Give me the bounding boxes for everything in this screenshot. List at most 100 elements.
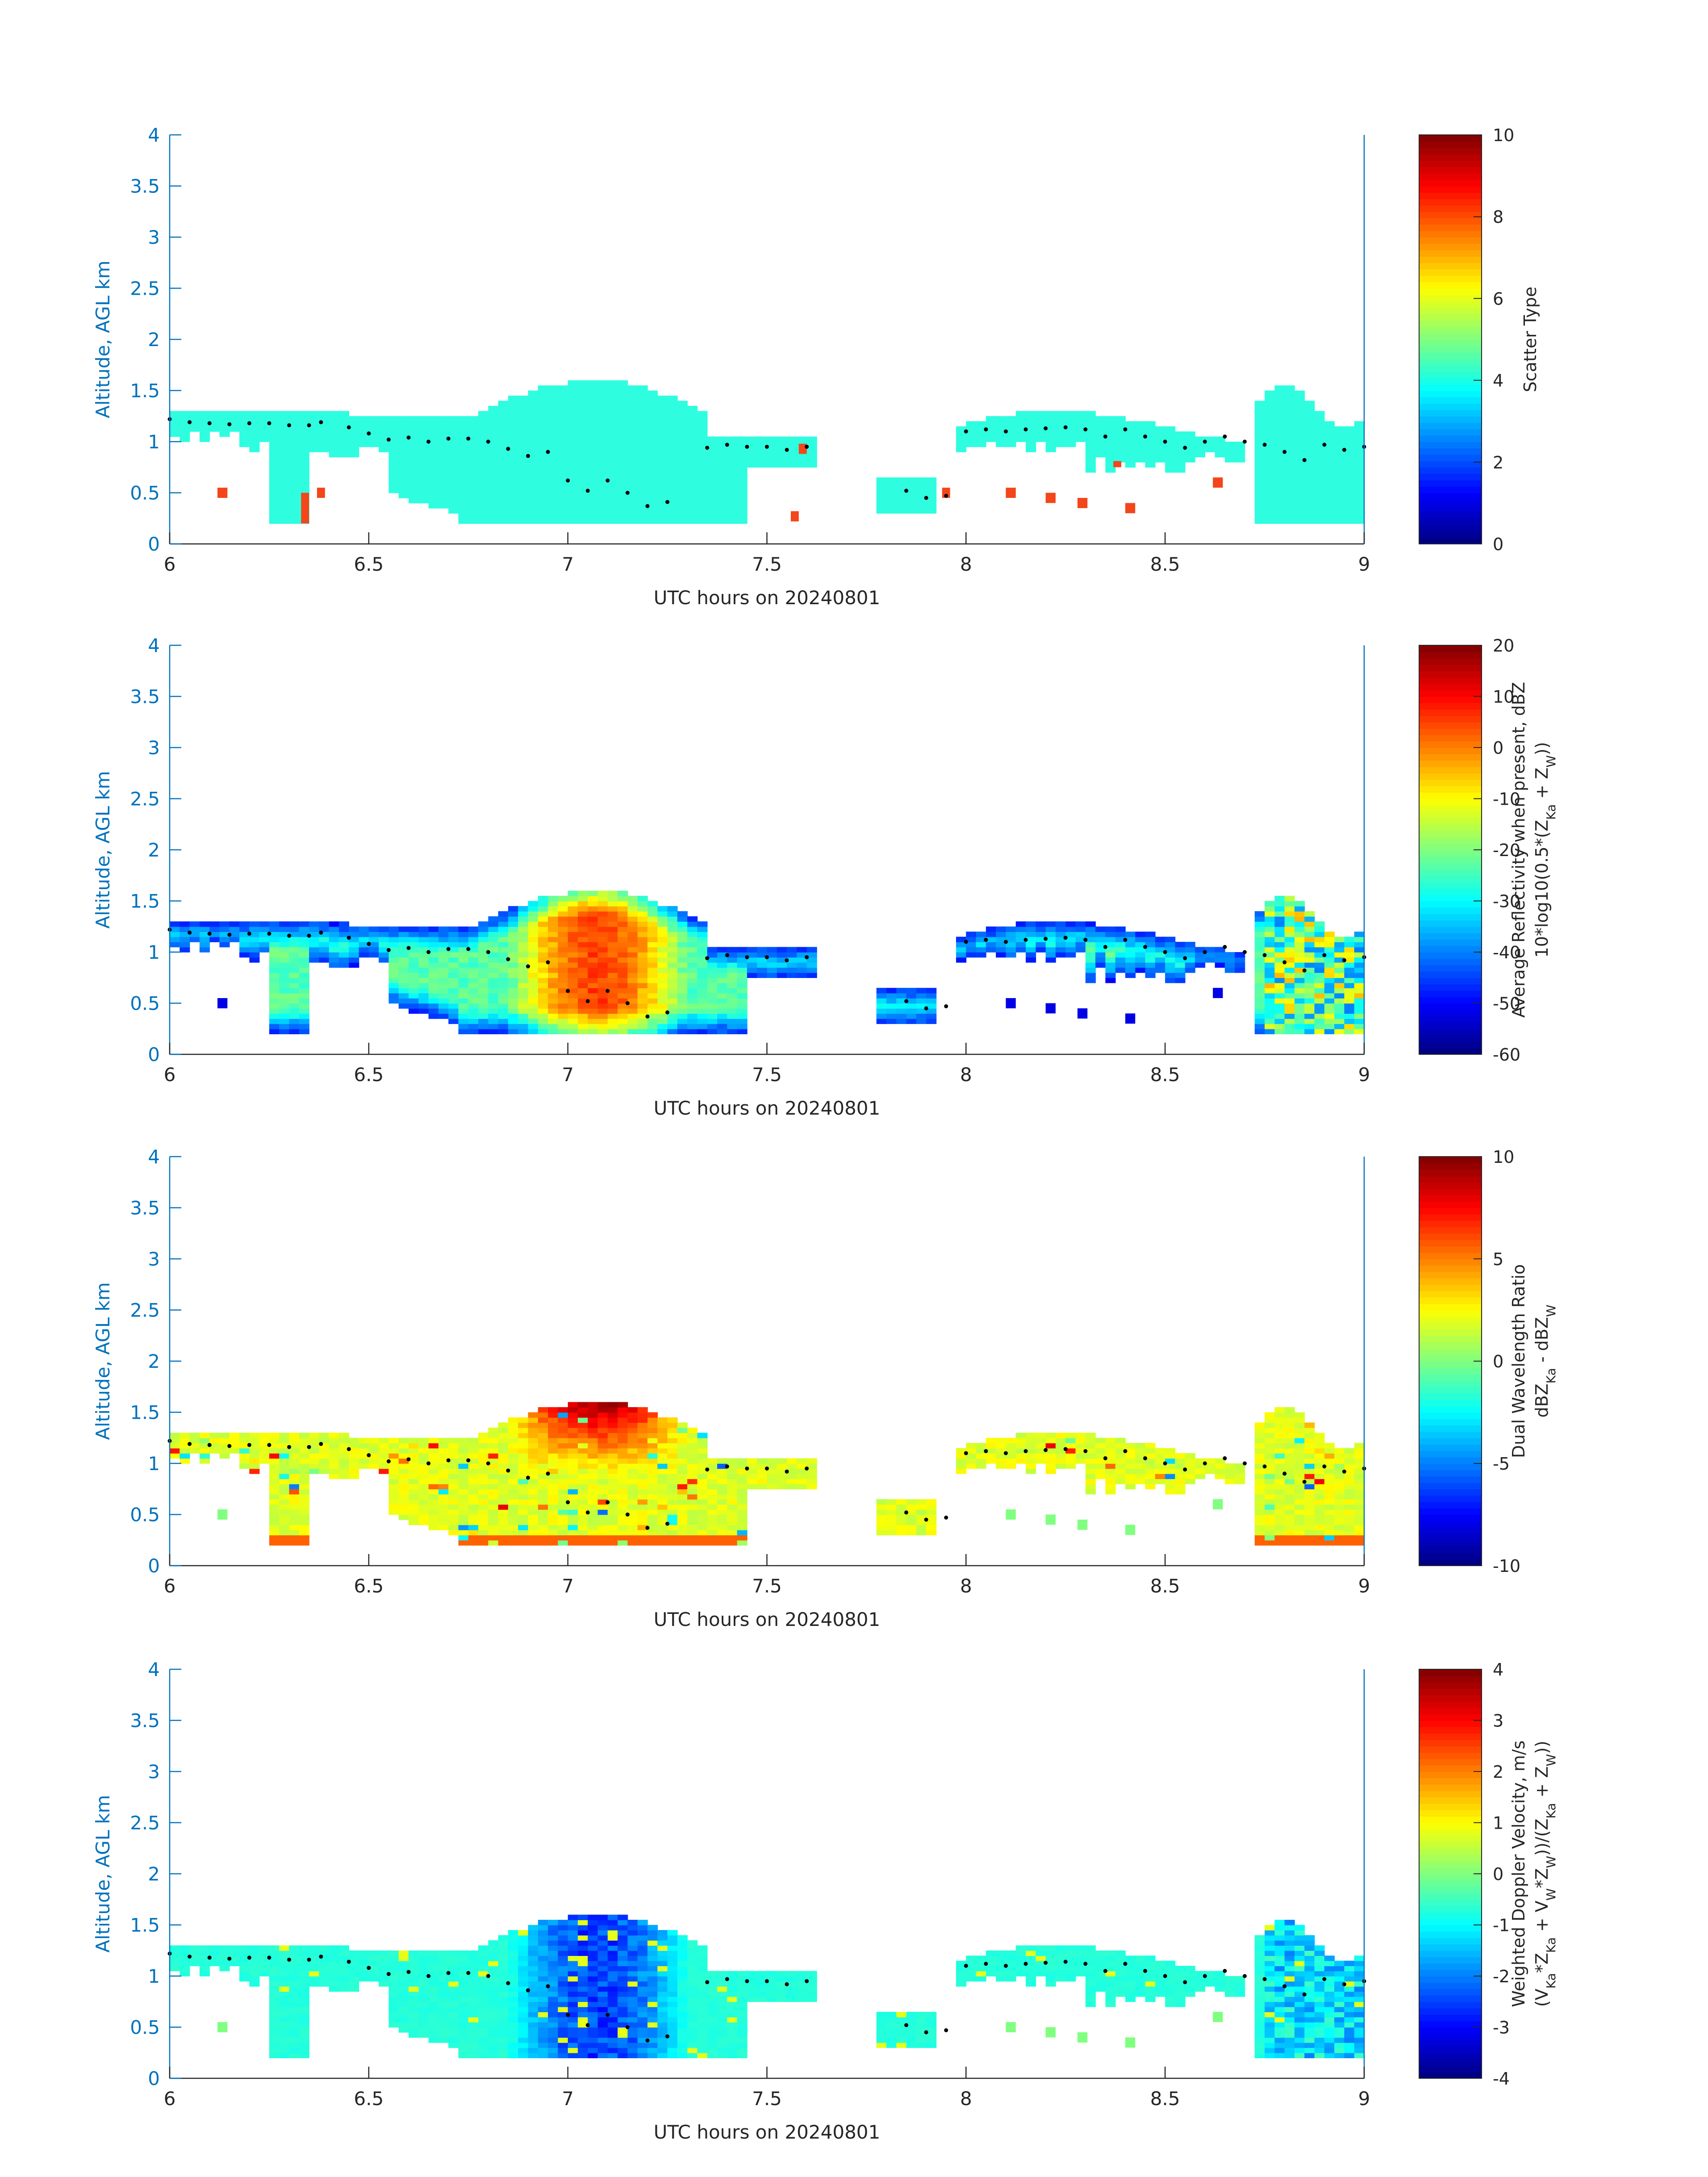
heatmap-cell (488, 1003, 499, 1009)
heatmap-cell (1045, 416, 1056, 422)
heatmap-cell (1304, 467, 1315, 473)
heatmap-cell (588, 906, 598, 912)
heatmap-cell (518, 1437, 529, 1443)
heatmap-cell (568, 447, 578, 452)
heatmap-cell (1334, 503, 1345, 509)
heatmap-cell (518, 926, 529, 932)
heatmap-cell (338, 431, 350, 437)
colorbar-swatch (1419, 282, 1482, 289)
heatmap-cell (637, 1540, 648, 1546)
heatmap-cell (319, 1437, 330, 1443)
heatmap-cell (1254, 447, 1265, 452)
colorbar-label-part: )) (1532, 742, 1552, 755)
heatmap-cell (797, 967, 807, 973)
heatmap-cell (548, 1417, 559, 1423)
heatmap-cell (508, 395, 519, 401)
colorbar-swatch (1419, 1028, 1482, 1036)
heatmap-cell (627, 1479, 638, 1484)
heatmap-cell (368, 932, 379, 937)
heatmap-cell (1324, 1509, 1335, 1515)
heatmap-cell (1294, 482, 1305, 488)
heatmap-cell (1274, 1479, 1285, 1484)
heatmap-cell (458, 1013, 469, 1019)
heatmap-cell (409, 926, 419, 932)
layer-top-dot (904, 999, 909, 1003)
heatmap-cell (498, 947, 509, 953)
heatmap-cell (568, 401, 578, 406)
heatmap-cell (667, 962, 678, 968)
heatmap-cell (667, 436, 678, 442)
heatmap-cell (1215, 1473, 1225, 1479)
heatmap-cell (647, 390, 658, 396)
heatmap-cell (428, 462, 439, 468)
heatmap-cell (588, 1417, 598, 1423)
heatmap-cell (767, 451, 777, 458)
heatmap-cell (568, 390, 578, 396)
heatmap-cell (418, 1479, 429, 1484)
heatmap-cell (607, 942, 618, 948)
heatmap-cell (379, 447, 389, 452)
heatmap-cell (548, 896, 559, 902)
heatmap-cell (528, 482, 539, 488)
heatmap-cell (687, 972, 698, 978)
heatmap-cell (717, 998, 728, 1004)
heatmap-cell (657, 906, 668, 912)
heatmap-cell (289, 472, 300, 478)
heatmap-cell (717, 1535, 728, 1541)
heatmap-cell (528, 1473, 539, 1479)
heatmap-cell (1155, 952, 1165, 958)
heatmap-cell (478, 957, 489, 963)
heatmap-cell (1036, 426, 1046, 432)
heatmap-cell (1215, 1458, 1225, 1464)
heatmap-cell (568, 488, 578, 493)
heatmap-cell (488, 457, 499, 463)
layer-top-dot (745, 955, 749, 959)
heatmap-cell (508, 1028, 519, 1034)
heatmap-cell (916, 477, 927, 483)
heatmap-cell (508, 1473, 519, 1479)
heatmap-cell (1284, 447, 1295, 452)
heatmap-cell (588, 451, 598, 458)
heatmap-cell (438, 436, 449, 442)
heatmap-cell (1125, 462, 1136, 468)
heatmap-cell (588, 1489, 598, 1495)
heatmap-cell (1254, 932, 1265, 937)
heatmap-cell (588, 416, 598, 422)
heatmap-cell (707, 451, 718, 458)
heatmap-cell (478, 978, 489, 983)
colorbar-swatch (1419, 525, 1482, 532)
heatmap-cell (458, 1468, 469, 1474)
heatmap-cell (558, 457, 568, 463)
heatmap-cell (379, 421, 389, 427)
colorbar-swatch (1419, 218, 1482, 225)
heatmap-cell (597, 451, 608, 458)
layer-top-dot (1183, 446, 1187, 450)
heatmap-cell (548, 1422, 559, 1428)
heatmap-cell (478, 1525, 489, 1530)
heatmap-cell (508, 401, 519, 406)
heatmap-cell (647, 497, 658, 504)
heatmap-cell (677, 998, 688, 1004)
heatmap-cell (1235, 962, 1245, 968)
heatmap-cell (657, 1514, 668, 1520)
heatmap-cell (418, 952, 429, 958)
heatmap-cell (279, 967, 290, 973)
heatmap-cell (279, 1489, 290, 1495)
heatmap-cell (588, 1433, 598, 1438)
heatmap-cell (906, 1013, 917, 1019)
heatmap-cell (1284, 1489, 1295, 1495)
heatmap-cell (548, 1519, 559, 1525)
heatmap-cell (488, 1433, 499, 1438)
heatmap-cell (1006, 442, 1016, 447)
heatmap-cell (737, 1003, 748, 1009)
heatmap-cell (647, 932, 658, 937)
heatmap-cell (289, 462, 300, 468)
heatmap-cell (1294, 921, 1305, 927)
heatmap-cell (458, 932, 469, 937)
heatmap-cell (597, 890, 608, 896)
colorbar-swatch (1419, 243, 1482, 251)
heatmap-cell (568, 1473, 578, 1479)
heatmap-cell (647, 911, 658, 917)
heatmap-cell (597, 1443, 608, 1449)
heatmap-cell (1254, 1514, 1265, 1520)
